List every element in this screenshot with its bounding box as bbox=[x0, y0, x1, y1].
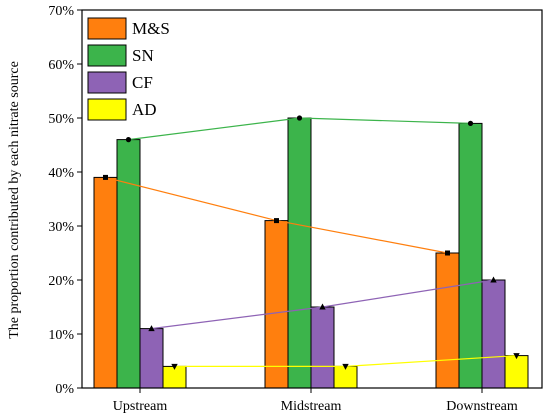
data-point bbox=[125, 137, 132, 143]
legend-swatch bbox=[87, 98, 127, 121]
bar bbox=[481, 279, 506, 389]
y-tick-label: 40% bbox=[48, 166, 74, 181]
bar bbox=[287, 117, 312, 389]
data-point bbox=[103, 174, 108, 180]
data-point bbox=[445, 250, 450, 256]
data-point bbox=[148, 325, 155, 332]
data-point bbox=[513, 353, 520, 360]
bars-layer bbox=[93, 117, 529, 389]
y-tick-label: 70% bbox=[48, 4, 74, 19]
bar bbox=[458, 122, 483, 389]
x-tick-label: Midstream bbox=[281, 399, 342, 414]
y-tick-label: 20% bbox=[48, 274, 74, 289]
legend-swatch bbox=[87, 44, 127, 67]
legend-label: AD bbox=[132, 100, 157, 119]
data-point bbox=[319, 303, 326, 310]
y-tick-label: 60% bbox=[48, 58, 74, 73]
plot-frame bbox=[81, 9, 543, 389]
data-point bbox=[467, 120, 474, 126]
data-point bbox=[171, 363, 178, 370]
bar bbox=[435, 252, 460, 389]
legend-swatch bbox=[87, 71, 127, 94]
y-axis-title: The proportion contributed by each nitra… bbox=[7, 61, 22, 339]
x-tick-label: Downstream bbox=[446, 399, 518, 414]
bar bbox=[504, 355, 529, 389]
x-tick-label: Upstream bbox=[113, 399, 168, 414]
data-point bbox=[342, 363, 349, 370]
y-tick-label: 30% bbox=[48, 220, 74, 235]
bar bbox=[264, 220, 289, 389]
bar bbox=[139, 328, 164, 389]
y-tick-label: 50% bbox=[48, 112, 74, 127]
legend-label: M&S bbox=[132, 19, 170, 38]
legend-swatch bbox=[87, 17, 127, 40]
bar bbox=[93, 176, 118, 389]
data-point bbox=[274, 218, 279, 224]
legend-label: CF bbox=[132, 73, 153, 92]
ticks-layer: 0% 10% 20% 30% 40% 50% 60% 70% Upstream Midstream… bbox=[48, 4, 518, 414]
bar bbox=[116, 139, 141, 389]
y-tick-label: 10% bbox=[48, 328, 74, 343]
data-point bbox=[490, 276, 497, 283]
data-point bbox=[296, 115, 303, 121]
legend: M&S SN CF AD bbox=[87, 17, 170, 121]
legend-label: SN bbox=[132, 46, 154, 65]
lines-layer bbox=[103, 115, 520, 370]
y-tick-label: 0% bbox=[55, 382, 74, 397]
bar bbox=[310, 306, 335, 389]
